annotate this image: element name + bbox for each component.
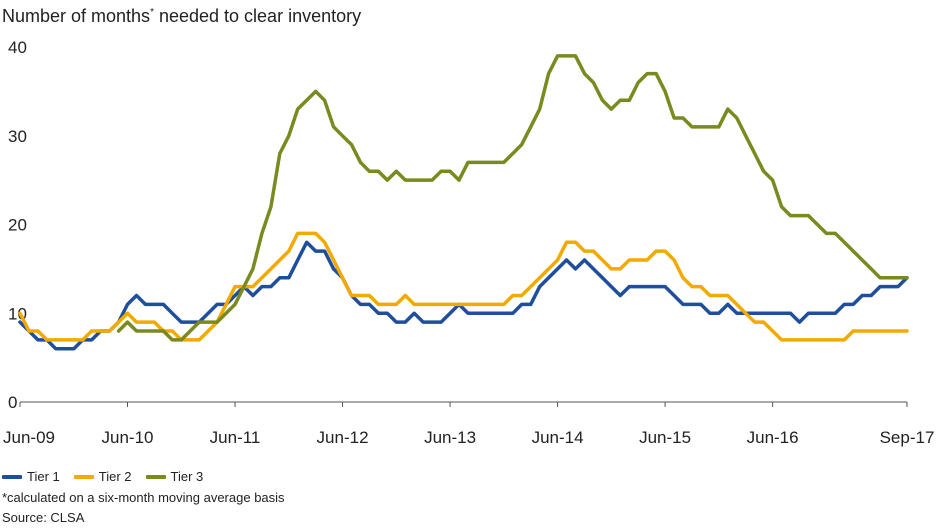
x-tick-label: Jun-13 — [424, 428, 476, 447]
x-axis-ticks: Jun-09 Jun-10 Jun-11 Jun-12 Jun-13 Jun-14 Jun-… — [3, 402, 934, 447]
y-tick-label: 40 — [8, 38, 27, 57]
x-tick-label: Jun-12 — [317, 428, 369, 447]
y-tick-label: 0 — [8, 393, 17, 412]
series-line-tier3 — [116, 54, 909, 342]
footnote: *calculated on a six-month moving averag… — [2, 490, 285, 505]
series-line-tier1 — [18, 240, 909, 351]
legend-label-tier2: Tier 2 — [98, 469, 132, 484]
x-tick-label: Jun-14 — [532, 428, 584, 447]
legend-item-tier3: Tier 3 — [145, 469, 204, 484]
legend-swatch-tier3 — [145, 474, 166, 479]
legend: Tier 1 Tier 2 Tier 3 — [2, 469, 203, 484]
legend-swatch-tier2 — [73, 474, 94, 479]
legend-item-tier2: Tier 2 — [73, 469, 132, 484]
legend-label-tier3: Tier 3 — [170, 469, 204, 484]
series-line-tier2 — [18, 231, 909, 342]
x-tick-label: Jun-16 — [747, 428, 799, 447]
legend-label-tier1: Tier 1 — [27, 469, 60, 484]
legend-swatch-tier1 — [2, 474, 22, 479]
series-lines — [18, 54, 909, 351]
x-tick-label: Jun-15 — [639, 428, 691, 447]
legend-item-tier1: Tier 1 — [2, 469, 60, 484]
y-tick-label: 20 — [8, 216, 27, 235]
chart-title: Number of months* needed to clear invent… — [2, 6, 362, 26]
y-tick-label: 30 — [8, 127, 27, 146]
source-note: Source: CLSA — [2, 510, 85, 525]
x-tick-label: Jun-11 — [210, 428, 261, 447]
x-tick-label: Jun-09 — [3, 428, 55, 447]
x-tick-label: Sep-17 — [880, 428, 935, 447]
x-tick-label: Jun-10 — [102, 428, 154, 447]
